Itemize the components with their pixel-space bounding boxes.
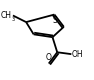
Text: OH: OH <box>72 50 83 59</box>
Text: 3: 3 <box>12 17 15 22</box>
Text: O: O <box>46 53 52 62</box>
Text: S: S <box>52 16 57 25</box>
Text: CH: CH <box>1 11 12 20</box>
